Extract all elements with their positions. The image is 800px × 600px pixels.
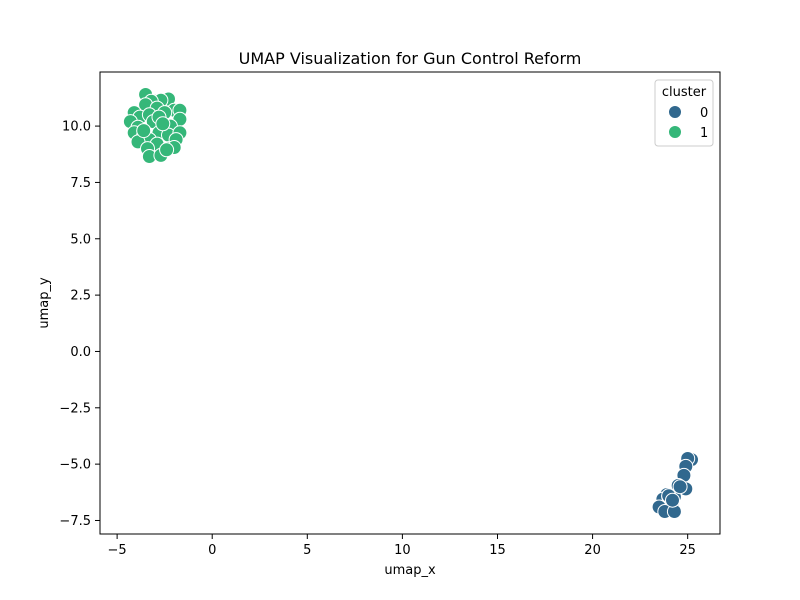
- y-tick-label: 10.0: [62, 120, 91, 135]
- x-tick-label: 25: [679, 543, 696, 558]
- legend: cluster 0 1: [654, 79, 714, 147]
- plot-frame: [99, 71, 721, 535]
- y-tick-label: 0.0: [70, 345, 91, 360]
- cluster-0-point: [665, 492, 680, 508]
- legend-label-cluster-1: 1: [700, 126, 708, 141]
- legend-title: cluster: [662, 85, 707, 100]
- y-tick-label: 2.5: [70, 289, 91, 304]
- x-tick-label: 20: [584, 543, 601, 558]
- y-tick-label: −7.5: [59, 514, 91, 529]
- plot-points: [122, 87, 699, 519]
- x-tick-label: 0: [208, 543, 216, 558]
- x-axis-label: umap_x: [384, 563, 436, 578]
- legend-marker-cluster-1: [668, 125, 682, 139]
- y-tick-label: −2.5: [59, 401, 91, 416]
- x-tick-label: 5: [303, 543, 311, 558]
- legend-marker-cluster-0: [668, 105, 682, 119]
- cluster-1-point: [136, 123, 152, 139]
- y-tick-label: −5.0: [59, 458, 91, 473]
- y-tick-label: 7.5: [70, 176, 91, 191]
- cluster-0-point: [672, 479, 688, 495]
- x-tick-label: 10: [394, 543, 411, 558]
- legend-label-cluster-0: 0: [700, 106, 708, 121]
- chart-title: UMAP Visualization for Gun Control Refor…: [239, 49, 582, 68]
- cluster-1-point: [155, 116, 171, 132]
- x-axis: −5 0 5 10 15 20 25: [108, 534, 696, 558]
- y-axis-label: umap_y: [37, 277, 52, 329]
- y-tick-label: 5.0: [70, 232, 91, 247]
- x-tick-label: −5: [108, 543, 127, 558]
- cluster-1-point: [159, 142, 175, 158]
- y-axis: −7.5 −5.0 −2.5 0.0 2.5 5.0 7.5 10.0: [59, 120, 100, 529]
- x-tick-label: 15: [489, 543, 506, 558]
